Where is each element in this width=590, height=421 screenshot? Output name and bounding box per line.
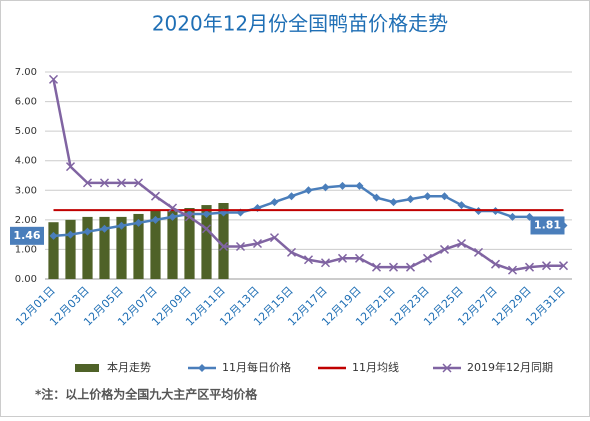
data-label: 1.81 (534, 218, 561, 231)
marker (338, 181, 347, 190)
marker (198, 364, 206, 372)
marker (201, 224, 212, 234)
chart-title: 2020年12月份全国鸭苗价格走势 (152, 12, 448, 36)
marker (304, 186, 313, 195)
bar (133, 213, 144, 279)
bar (184, 208, 195, 279)
marker (99, 178, 110, 188)
marker (442, 363, 452, 373)
marker (508, 212, 517, 221)
marker (337, 253, 348, 263)
marker (457, 201, 466, 210)
marker (490, 259, 501, 269)
marker (151, 215, 160, 224)
marker (354, 253, 365, 263)
footnote: *注：以上价格为全国九大主产区平均价格 (35, 387, 258, 402)
marker (388, 262, 399, 272)
y-tick-label: 7.00 (15, 67, 37, 78)
marker (134, 218, 143, 227)
marker (116, 178, 127, 188)
marker (423, 192, 432, 201)
marker (83, 227, 92, 236)
bar (82, 216, 93, 279)
marker (270, 198, 279, 207)
marker (117, 221, 126, 230)
marker (355, 181, 364, 190)
y-tick-label: 6.00 (15, 97, 37, 108)
legend-label: 2019年12月同期 (467, 360, 553, 374)
legend-label: 11月均线 (352, 360, 399, 374)
marker (473, 247, 484, 257)
legend-label: 本月走势 (107, 360, 151, 374)
marker (524, 262, 535, 272)
y-tick-label: 2.00 (15, 215, 37, 226)
marker (184, 212, 195, 222)
marker (269, 233, 280, 243)
marker (558, 261, 569, 271)
y-tick-label: 4.00 (15, 156, 37, 167)
marker (286, 247, 297, 257)
marker (321, 183, 330, 192)
legend-swatch (75, 364, 99, 372)
bar (201, 205, 212, 279)
bar (65, 219, 76, 279)
marker (48, 74, 59, 84)
bar (48, 222, 59, 279)
y-tick-label: 0.00 (15, 274, 37, 285)
marker (100, 224, 109, 233)
y-tick-label: 3.00 (15, 185, 37, 196)
marker (167, 203, 178, 213)
marker (371, 262, 382, 272)
marker (372, 193, 381, 202)
marker (218, 241, 229, 252)
bar (99, 216, 110, 279)
data-label: 1.46 (13, 229, 40, 242)
bar (218, 203, 229, 279)
marker (150, 191, 161, 201)
marker (507, 265, 518, 275)
marker (541, 261, 552, 271)
marker (252, 238, 263, 249)
marker (439, 244, 450, 254)
y-tick-label: 1.00 (15, 244, 37, 255)
marker (405, 262, 416, 272)
marker (440, 192, 449, 201)
marker (66, 230, 75, 239)
marker (406, 195, 415, 204)
marker (389, 198, 398, 207)
marker (49, 231, 58, 240)
data-label-box (10, 226, 44, 245)
legend-label: 11月每日价格 (222, 360, 291, 374)
marker (303, 255, 314, 265)
marker (235, 241, 246, 252)
marker (133, 178, 144, 188)
marker (168, 212, 177, 221)
marker (287, 192, 296, 201)
bar (150, 210, 161, 279)
bar (116, 216, 127, 279)
marker (202, 209, 211, 218)
y-tick-label: 5.00 (15, 126, 37, 137)
bar (167, 210, 178, 279)
data-label-box (530, 216, 565, 235)
marker (320, 258, 331, 268)
marker (82, 178, 93, 188)
marker (422, 253, 433, 263)
marker (65, 162, 76, 172)
marker (456, 238, 467, 249)
